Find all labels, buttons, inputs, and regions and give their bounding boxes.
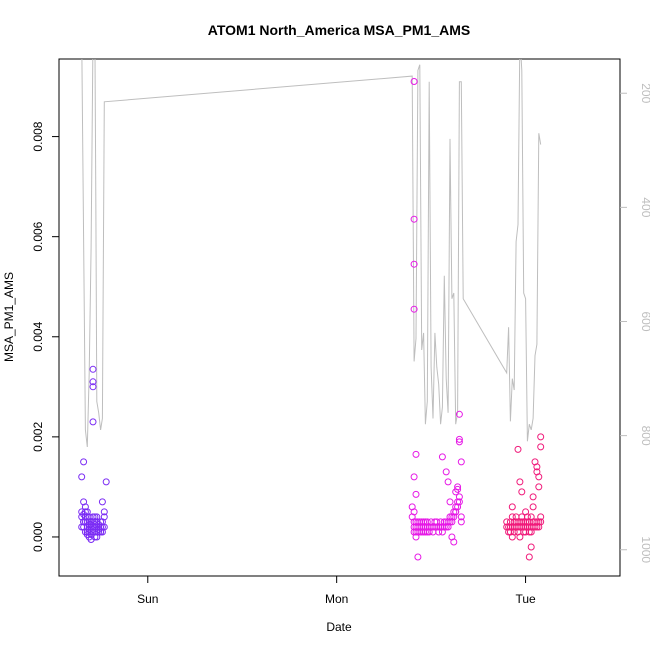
data-point: [98, 498, 106, 506]
data-point: [410, 78, 418, 85]
y-axis-label: MSA_PM1_AMS: [2, 272, 16, 362]
data-point: [83, 528, 91, 536]
data-point: [535, 473, 543, 481]
data-point: [89, 365, 97, 373]
data-point: [537, 433, 545, 441]
data-point: [412, 450, 420, 458]
chart-title: ATOM1 North_America MSA_PM1_AMS: [208, 22, 470, 38]
data-point: [102, 478, 110, 486]
y-tick-label: 0.004: [31, 321, 45, 351]
data-point: [508, 503, 516, 511]
data-point: [537, 513, 545, 521]
data-point: [97, 528, 105, 536]
data-point: [457, 518, 465, 526]
data-point: [529, 493, 537, 501]
data-point: [438, 453, 446, 461]
x-tick-label: Sun: [137, 592, 158, 606]
data-point: [457, 458, 465, 466]
data-point: [442, 468, 450, 476]
data-point: [525, 553, 533, 561]
data-point: [89, 378, 97, 386]
data-point: [80, 458, 88, 466]
data-point: [455, 410, 463, 418]
data-point: [414, 553, 422, 561]
data-point: [516, 533, 524, 541]
data-point: [514, 445, 522, 453]
series-line: [81, 59, 542, 448]
data-point: [452, 508, 460, 516]
x-tick-label: Tue: [515, 592, 536, 606]
data-point: [516, 478, 524, 486]
x-axis: Sun Mon Tue: [137, 575, 536, 606]
y-right-tick-label: 800: [639, 426, 650, 446]
data-point: [537, 518, 545, 526]
data-point: [410, 215, 418, 223]
y-tick-label: 0.002: [31, 422, 45, 452]
y-right-tick-label: 600: [639, 311, 650, 331]
data-point: [455, 498, 463, 506]
data-point: [518, 488, 526, 496]
data-point: [93, 533, 101, 541]
data-point: [522, 508, 530, 516]
data-point: [444, 478, 452, 486]
data-point: [533, 463, 541, 471]
data-point: [100, 513, 108, 521]
data-point: [93, 513, 101, 521]
data-point: [455, 438, 463, 446]
data-point: [80, 518, 88, 526]
data-point: [410, 305, 418, 313]
scatter-points: [78, 78, 545, 561]
y-tick-label: 0.008: [31, 121, 45, 151]
y-right-tick-label: 200: [639, 83, 650, 103]
data-point: [537, 443, 545, 451]
data-point: [455, 435, 463, 443]
data-point: [89, 383, 97, 391]
data-point: [412, 490, 420, 498]
data-point: [410, 260, 418, 268]
data-point: [100, 508, 108, 516]
data-point: [448, 533, 456, 541]
data-point: [455, 493, 463, 501]
y-axis-right: 200 400 600 800 1000: [620, 83, 650, 563]
data-point: [457, 513, 465, 521]
y-right-tick-label: 400: [639, 197, 650, 217]
x-axis-label: Date: [326, 620, 352, 634]
data-point: [535, 483, 543, 491]
data-point: [410, 473, 418, 481]
x-tick-label: Mon: [325, 592, 348, 606]
data-point: [410, 508, 418, 516]
data-point: [78, 473, 86, 481]
right-axis-line-series: [81, 59, 542, 448]
data-point: [527, 543, 535, 551]
y-tick-label: 0.000: [31, 522, 45, 552]
data-point: [91, 513, 99, 521]
data-point: [89, 418, 97, 426]
y-axis-left: 0.000 0.002 0.004 0.006 0.008: [31, 121, 59, 552]
y-right-tick-label: 1000: [639, 536, 650, 563]
data-point: [529, 503, 537, 511]
y-tick-label: 0.006: [31, 221, 45, 251]
data-point: [446, 498, 454, 506]
data-point: [452, 488, 460, 496]
